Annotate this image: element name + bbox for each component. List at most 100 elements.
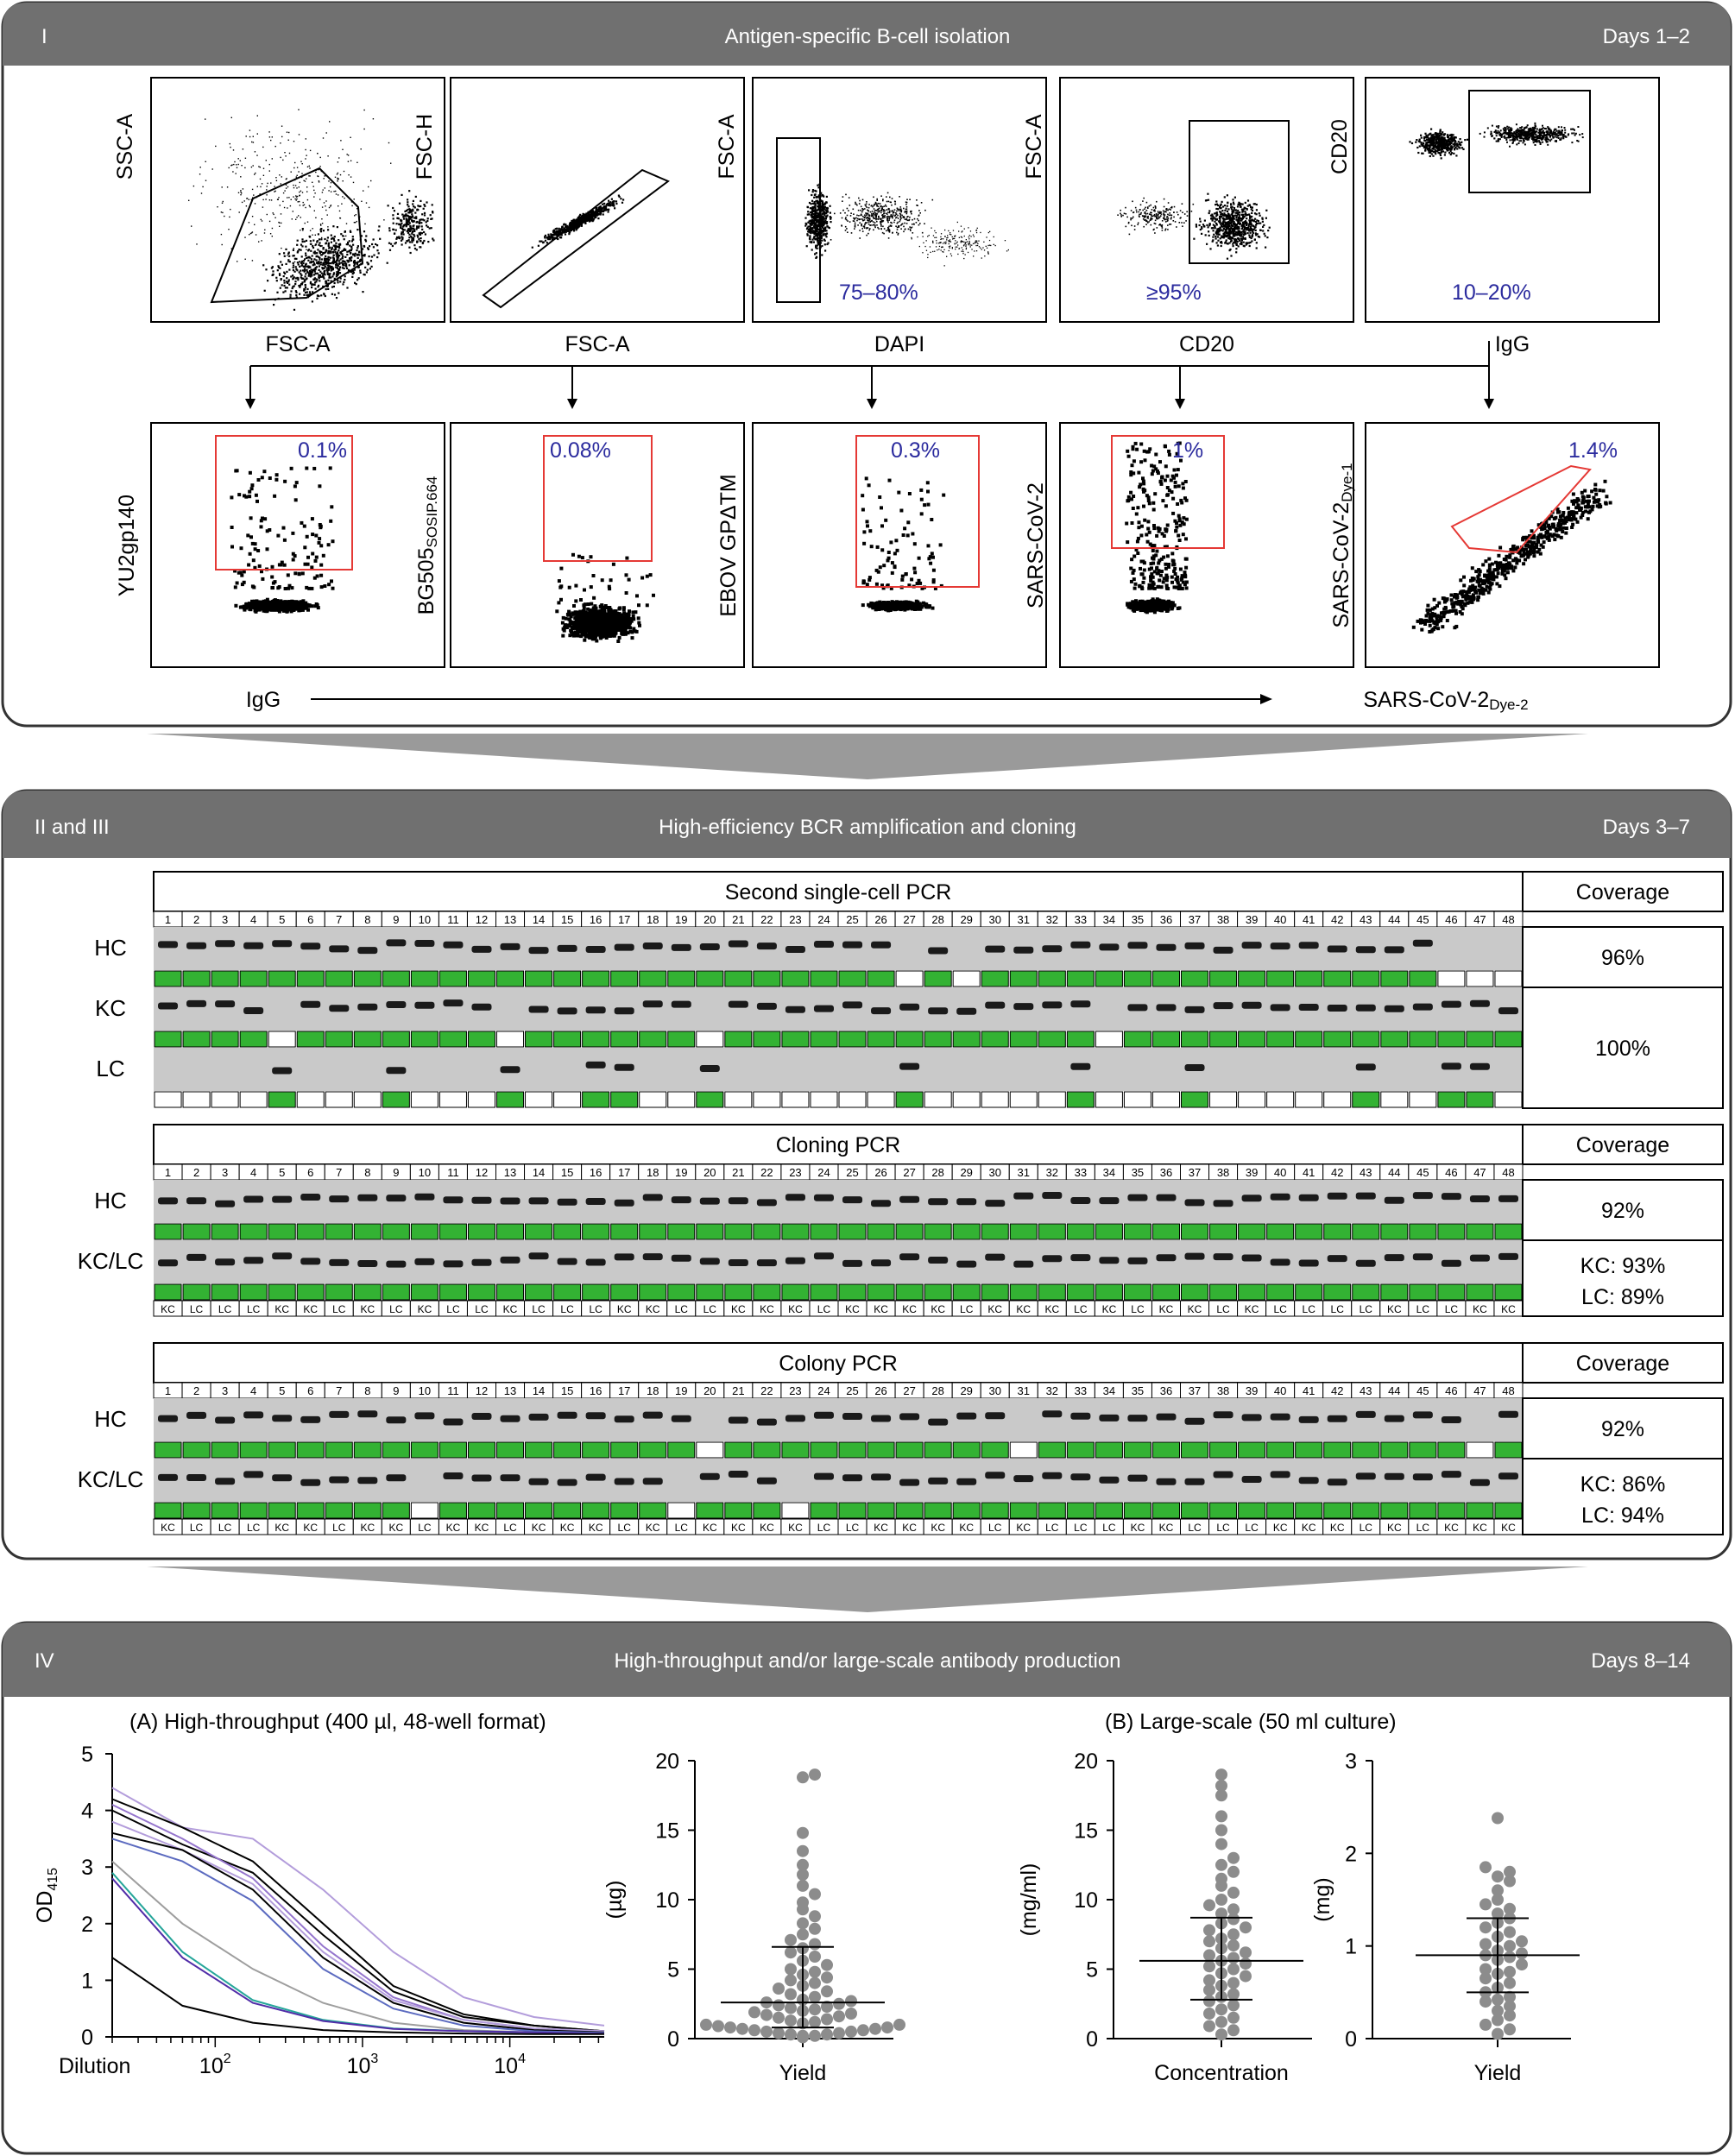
antigen-plot-events [230,466,335,614]
panel-cloning: II and III High-efficiency BCR amplifica… [1,789,1732,1560]
elisa-curve-1 [111,1787,605,2027]
coverage-value: LC: 89% [1581,1285,1664,1309]
data-point [1504,1926,1516,1939]
chain-type-label: KC [274,1522,289,1534]
gel-band [158,1473,179,1481]
gel-band [1412,1473,1433,1481]
data-point [785,2028,797,2041]
gel-band [1412,1253,1433,1261]
pcr-positive-cell [239,1031,268,1048]
pcr-positive-cell [1209,1441,1238,1459]
gel-band [1127,1474,1148,1482]
gel-band [272,1195,293,1203]
gel-band [1184,1417,1205,1425]
chain-type-label: LC [560,1303,574,1315]
lane-number: 44 [1388,1166,1400,1179]
lane-number: 38 [1217,1166,1229,1179]
pcr-positive-cell [1323,1223,1352,1240]
gel-band [585,1061,606,1069]
pcr-negative-cell [781,1502,810,1519]
chain-type-label: LC [446,1303,460,1315]
lane-number: 26 [874,1166,886,1179]
pcr-negative-cell [981,1091,1009,1108]
data-point [1203,1924,1215,1937]
gating-plot-ylabel: CD20 [1328,119,1352,174]
antigen-plot-ylabel: SARS-CoV-2Dye-1 [1329,463,1355,627]
chain-type-label: LC [1331,1303,1345,1315]
lane-number: 27 [903,913,915,926]
data-point [1227,2024,1240,2037]
gel-band [699,1258,720,1265]
gel-band [1070,1473,1091,1481]
chain-type-label: LC [988,1522,1002,1534]
gel-band [1298,1259,1319,1267]
chain-type-label: KC [1273,1522,1288,1534]
gel-band [871,1415,892,1422]
chain-type-label: KC [760,1522,774,1534]
lane-number: 35 [1132,913,1144,926]
chain-type-label: KC [646,1522,660,1534]
data-point [736,2022,748,2035]
gel-band [329,1258,350,1266]
gel-band [357,1410,378,1418]
gating-plot-xlabel: FSC-A [266,332,331,356]
gel-band [1441,1471,1461,1478]
y-tick-label: 5 [1086,1958,1098,1983]
data-point [748,2024,760,2037]
pcr-positive-cell [981,1441,1009,1459]
data-point [821,2013,833,2026]
y-tick-label: 20 [1074,1749,1098,1774]
coverage-box [1522,1458,1724,1535]
gel-band [1013,1260,1034,1268]
gel-band [1099,1414,1120,1422]
gel-band [1156,1194,1177,1201]
data-point [1203,1899,1215,1912]
pcr-positive-cell [1437,1091,1466,1108]
y-tick-label: 15 [655,1819,679,1844]
pcr-positive-cell [1380,1502,1409,1519]
pcr-positive-cell [981,1031,1009,1048]
gel-title: Cloning PCR [776,1133,901,1157]
lane-number: 47 [1473,1384,1486,1397]
x-tick-base: 10 [347,2054,371,2078]
gel-band [1327,1415,1347,1422]
antigen-gate [543,435,653,562]
gel-band [756,1477,777,1485]
data-point [845,2008,857,2020]
lane-number: 48 [1502,913,1514,926]
y-axis-label-main: OD [33,1891,57,1924]
lane-number: 2 [193,1166,199,1179]
pcr-negative-cell [1437,970,1466,987]
branch-arrowheads [245,399,1494,409]
gel-band [1070,1412,1091,1420]
gel-band [1498,1195,1518,1202]
gel-band [1298,1477,1319,1485]
pcr-positive-cell [1066,970,1095,987]
pcr-positive-cell [268,1091,296,1108]
pcr-positive-cell [1066,1502,1095,1519]
gel-band [899,1003,920,1011]
data-point [1479,2018,1492,2031]
pcr-negative-cell [1266,1091,1295,1108]
gel-band [1099,1257,1120,1264]
pcr-positive-cell [1494,1502,1523,1519]
pcr-positive-cell [867,1441,895,1459]
y-tick-label: 10 [1074,1888,1098,1913]
gel-band [699,1197,720,1205]
gel-band [1270,1258,1290,1266]
lane-number: 21 [732,1384,744,1397]
data-point [797,1844,809,1857]
pcr-positive-cell [1095,1441,1123,1459]
gel-band [443,1196,464,1204]
chain-type-label: KC [475,1522,489,1534]
chain-type-label: LC [418,1522,432,1534]
pcr-positive-cell [610,1283,639,1301]
coverage-header-box [1522,1342,1724,1384]
pcr-negative-cell [838,1091,867,1108]
gel-band [928,947,949,955]
data-point [1227,1951,1240,1964]
gel-band [1412,1411,1433,1419]
pcr-positive-cell [810,1283,838,1301]
pcr-positive-cell [924,1223,952,1240]
